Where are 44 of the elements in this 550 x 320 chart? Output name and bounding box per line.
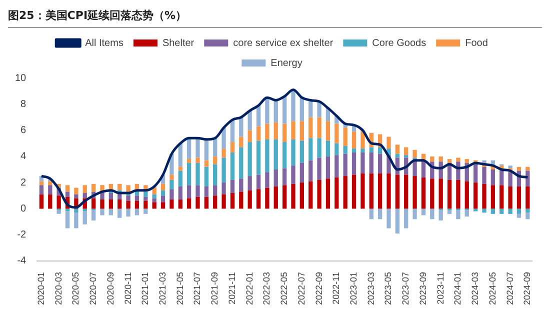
x-tick-label: 2022-09 xyxy=(314,272,324,305)
x-tick-label: 2021-11 xyxy=(226,272,237,304)
x-tick-label: 2024-03 xyxy=(470,272,480,305)
x-tick-label: 2023-07 xyxy=(400,272,411,305)
legend-label: Shelter xyxy=(162,38,195,49)
legend-label: All Items xyxy=(85,38,124,49)
y-tick-label: -2 xyxy=(17,230,27,241)
x-tick-label: 2023-03 xyxy=(366,272,376,305)
chart-title: 图25：美国CPI延续回落态势（%） xyxy=(8,8,542,28)
x-tick-label: 2023-01 xyxy=(348,272,358,305)
legend-label: Energy xyxy=(270,58,302,69)
y-tick-label: -4 xyxy=(17,256,27,267)
x-tick-label: 2021-07 xyxy=(192,272,202,305)
x-tick-label: 2022-01 xyxy=(244,272,254,305)
y-tick-label: 4 xyxy=(20,151,27,162)
x-tick-label: 2020-01 xyxy=(36,272,46,305)
x-tick-label: 2020-09 xyxy=(105,272,116,305)
y-tick-label: 6 xyxy=(20,125,27,136)
y-tick-label: 8 xyxy=(20,98,27,110)
x-tick-label: 2024-09 xyxy=(522,272,532,305)
x-tick-label: 2024-05 xyxy=(487,272,498,305)
y-tick-label: 10 xyxy=(15,72,27,84)
x-tick-label: 2022-05 xyxy=(279,272,290,305)
y-tick-label: 2 xyxy=(20,177,27,188)
x-tick-label: 2023-09 xyxy=(418,272,428,305)
x-tick-label: 2024-01 xyxy=(452,272,463,305)
x-tick-label: 2022-11 xyxy=(331,272,342,304)
x-tick-label: 2022-03 xyxy=(262,272,272,305)
y-tick-label: 0 xyxy=(20,203,27,214)
x-tick-label: 2020-07 xyxy=(88,272,98,305)
x-tick-label: 2021-01 xyxy=(140,272,150,305)
legend-label: core service ex shelter xyxy=(233,38,334,49)
x-tick-label: 2024-07 xyxy=(504,272,515,305)
x-tick-label: 2021-03 xyxy=(157,272,168,305)
x-tick-label: 2020-05 xyxy=(70,272,81,305)
x-tick-label: 2020-11 xyxy=(122,272,133,304)
x-tick-label: 2023-11 xyxy=(435,272,446,304)
x-tick-label: 2023-05 xyxy=(383,272,394,305)
x-tick-label: 2021-09 xyxy=(210,272,220,305)
x-tick-label: 2020-03 xyxy=(53,272,64,305)
legend-label: Food xyxy=(465,38,488,49)
x-tick-label: 2022-07 xyxy=(296,272,306,305)
x-tick-label: 2021-05 xyxy=(174,272,185,305)
legend-label: Core Goods xyxy=(372,38,426,49)
